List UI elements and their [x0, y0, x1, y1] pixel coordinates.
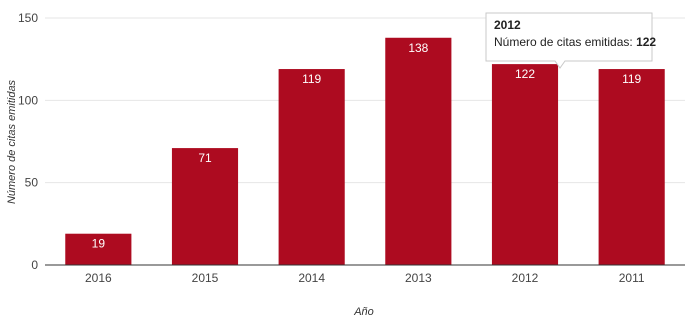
- y-tick-label: 100: [18, 93, 38, 107]
- bar[interactable]: [598, 69, 665, 266]
- tooltip-label: Número de citas emitidas:: [494, 35, 636, 49]
- bar[interactable]: [385, 37, 452, 266]
- bar-value-label: 119: [302, 72, 321, 86]
- x-tick-label: 2012: [512, 271, 539, 285]
- bar-value-label: 71: [198, 151, 212, 165]
- x-tick-label: 2015: [192, 271, 219, 285]
- bar[interactable]: [171, 148, 239, 265]
- x-tick-label: 2013: [405, 271, 432, 285]
- x-tick-label: 2016: [85, 271, 112, 285]
- bar-value-label: 119: [622, 72, 641, 86]
- y-axis-title: Número de citas emitidas: [6, 79, 18, 204]
- tooltip-value: 122: [636, 35, 656, 49]
- bar-value-label: 19: [92, 237, 106, 251]
- bar-value-label: 138: [408, 41, 428, 55]
- tooltip-text: Número de citas emitidas: 122: [494, 35, 656, 49]
- tooltip-box: [485, 12, 653, 69]
- x-tick-label: 2014: [298, 271, 325, 285]
- bar-value-label: 122: [515, 67, 535, 81]
- x-axis-ticks: 2016 2015 2014 2013 2012 2011: [85, 271, 645, 285]
- bar[interactable]: [491, 64, 559, 266]
- bar[interactable]: [278, 69, 345, 266]
- y-tick-label: 0: [31, 258, 38, 272]
- bars: 19 71 119 138 122 119: [65, 37, 665, 266]
- tooltip: 2012 Número de citas emitidas: 122: [485, 12, 656, 69]
- y-axis-ticks: 0 50 100 150: [18, 11, 38, 272]
- tooltip-title: 2012: [494, 18, 521, 32]
- x-tick-label: 2011: [619, 271, 645, 285]
- y-tick-label: 50: [25, 176, 39, 190]
- bar[interactable]: [65, 233, 132, 265]
- y-tick-label: 150: [18, 11, 38, 25]
- x-axis-title: Año: [353, 306, 374, 318]
